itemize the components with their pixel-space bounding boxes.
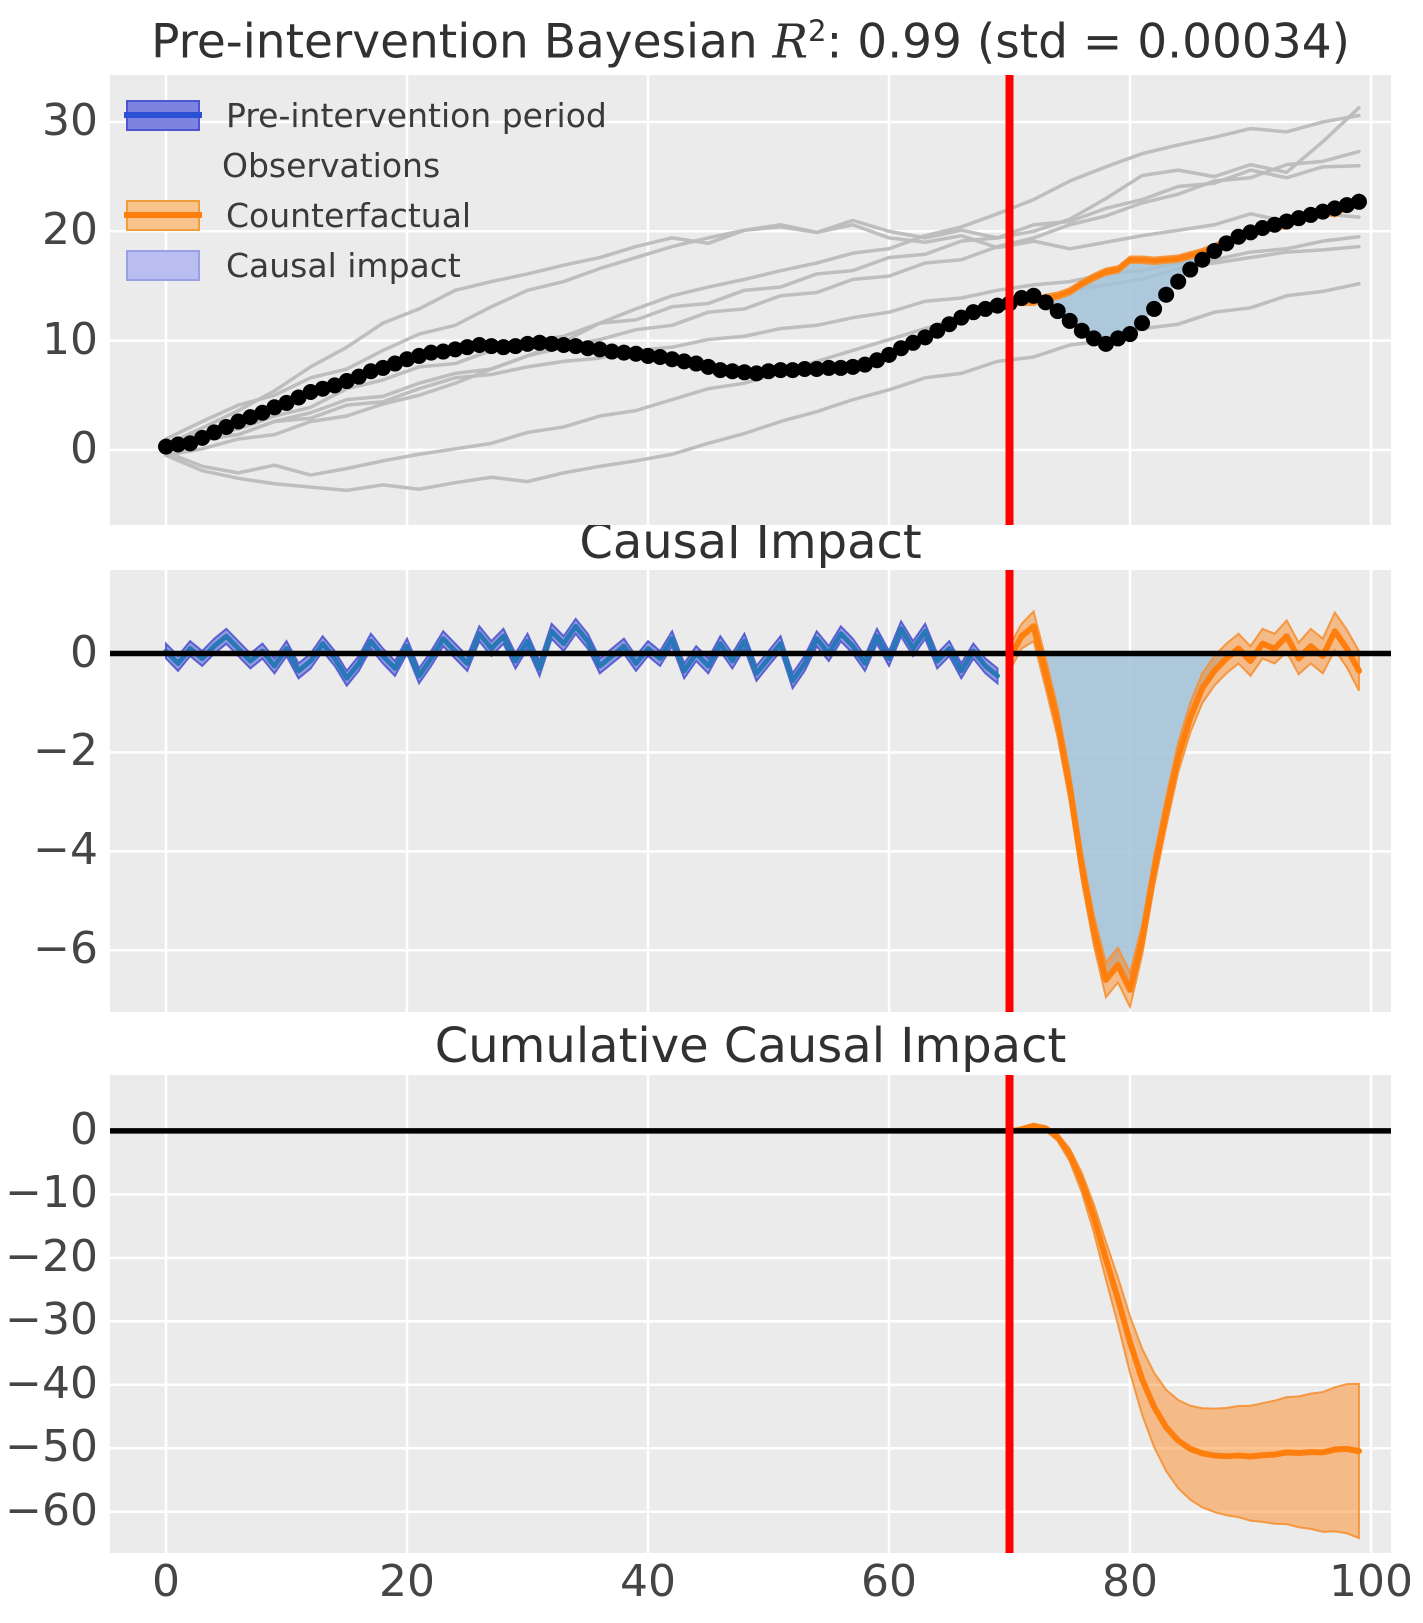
y-tick-label: −2 xyxy=(33,725,98,777)
y-tick-label: 0 xyxy=(70,626,98,678)
y-tick-label: 0 xyxy=(70,1103,98,1155)
y-tick-label: −30 xyxy=(5,1294,98,1346)
y-tick-label: −20 xyxy=(5,1230,98,1282)
pre-intervention-band-icon xyxy=(124,99,202,131)
x-tick-label: 40 xyxy=(620,1556,677,1607)
legend-item-causal-impact: Causal impact xyxy=(126,240,607,290)
causal-impact-plot xyxy=(110,570,1391,1012)
legend-label: Counterfactual xyxy=(226,195,472,235)
control-line-5 xyxy=(164,212,1361,441)
pre-intervention-fit-plot xyxy=(110,75,1391,525)
counterfactual-line-icon xyxy=(124,212,202,218)
legend-label: Observations xyxy=(222,145,441,185)
control-line-4 xyxy=(164,163,1361,447)
plot-background xyxy=(110,570,1391,1012)
chart3-title: Cumulative Causal Impact xyxy=(434,1018,1067,1074)
x-tick-label: 100 xyxy=(1328,1556,1413,1607)
chart1-title-suffix: : 0.99 (std = 0.00034) xyxy=(826,14,1350,70)
chart1-title-prefix: Pre-intervention Bayesian xyxy=(151,14,773,70)
y-tick-label: −10 xyxy=(5,1167,98,1219)
y-tick-label: −60 xyxy=(5,1484,98,1536)
legend: Pre-intervention period Observations Cou… xyxy=(124,90,607,290)
x-tick-label: 80 xyxy=(1102,1556,1158,1607)
x-tick-label: 20 xyxy=(379,1556,436,1607)
cumulative-line xyxy=(1006,1122,1362,1460)
legend-item-pre-intervention: Pre-intervention period xyxy=(124,90,607,140)
y-tick-label: 0 xyxy=(70,422,98,474)
impact-post-line xyxy=(1006,623,1362,993)
chart1-title-r: R xyxy=(772,14,808,70)
y-tick-label: −6 xyxy=(33,923,98,975)
chart1-title: Pre-intervention Bayesian R2: 0.99 (std … xyxy=(110,14,1391,70)
y-tick-label: −40 xyxy=(5,1357,98,1409)
control-line-2 xyxy=(164,113,1361,458)
plot-background xyxy=(110,1075,1391,1553)
y-tick-label: −50 xyxy=(5,1421,98,1473)
y-tick-label: 30 xyxy=(42,95,98,146)
observations-dots xyxy=(158,193,1367,455)
causal-impact-shade xyxy=(1045,242,1227,344)
legend-label: Pre-intervention period xyxy=(226,95,607,135)
control-line-7 xyxy=(164,282,1361,493)
y-tick-label: 20 xyxy=(42,204,98,256)
chart1-title-sup: 2 xyxy=(808,14,827,48)
pre-intervention-line-icon xyxy=(124,112,202,118)
legend-item-observations: Observations xyxy=(126,140,607,190)
legend-item-counterfactual: Counterfactual xyxy=(124,190,607,240)
counterfactual-band-icon xyxy=(124,199,202,231)
causal-impact-rect-icon xyxy=(126,249,200,281)
x-tick-label: 60 xyxy=(861,1556,917,1607)
control-line-3 xyxy=(164,149,1361,450)
cumulative-causal-impact-plot xyxy=(110,1075,1391,1553)
legend-label: Causal impact xyxy=(226,245,461,285)
y-tick-label: −4 xyxy=(33,824,98,876)
x-tick-label: 0 xyxy=(152,1556,181,1607)
y-tick-label: 10 xyxy=(42,313,98,365)
